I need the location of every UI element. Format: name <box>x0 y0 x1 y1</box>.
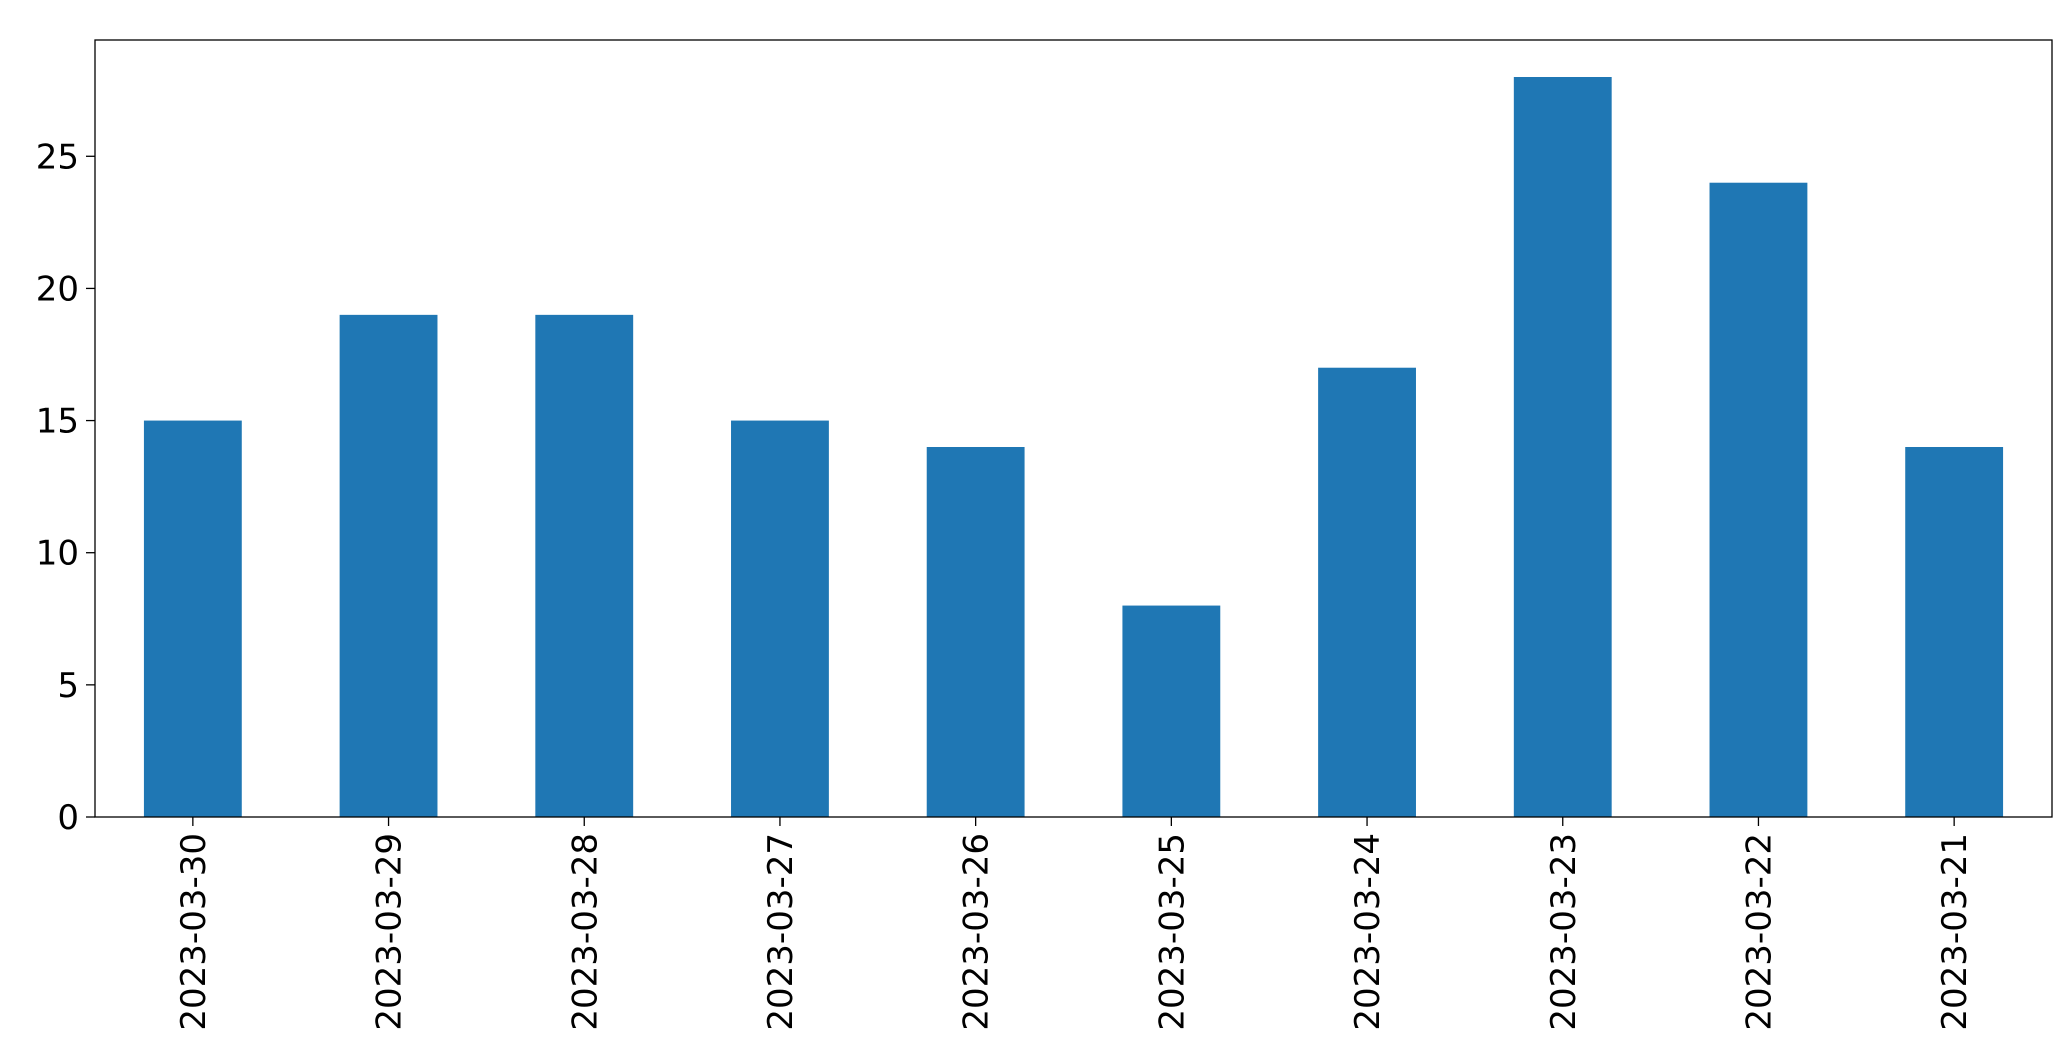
bar <box>731 420 829 817</box>
x-tick-label: 2023-03-22 <box>1739 833 1779 1031</box>
x-tick-label: 2023-03-27 <box>761 833 801 1031</box>
x-tick-label: 2023-03-21 <box>1935 833 1975 1031</box>
bar <box>1122 605 1221 817</box>
plot-frame <box>94 39 2053 818</box>
y-tick-label: 20 <box>36 269 79 309</box>
bar <box>1709 182 1808 817</box>
x-tick-label: 2023-03-24 <box>1348 833 1388 1031</box>
x-tick-label: 2023-03-28 <box>565 833 605 1031</box>
x-tick-label: 2023-03-23 <box>1544 833 1584 1031</box>
x-tick-label: 2023-03-29 <box>370 833 410 1031</box>
x-tick-label: 2023-03-30 <box>174 833 214 1031</box>
y-tick-label: 15 <box>36 402 79 442</box>
bar <box>339 314 438 817</box>
y-tick-label: 10 <box>36 534 79 574</box>
bar <box>1513 77 1612 817</box>
bar <box>1905 447 2004 817</box>
y-tick-label: 25 <box>36 137 79 177</box>
bar <box>1318 367 1416 817</box>
bar <box>926 447 1025 817</box>
y-tick-label: 5 <box>57 666 79 706</box>
y-tick-label: 0 <box>57 798 79 838</box>
bar <box>143 420 242 817</box>
x-tick-label: 2023-03-25 <box>1152 833 1192 1031</box>
bar <box>535 314 634 817</box>
x-tick-label: 2023-03-26 <box>957 833 997 1031</box>
